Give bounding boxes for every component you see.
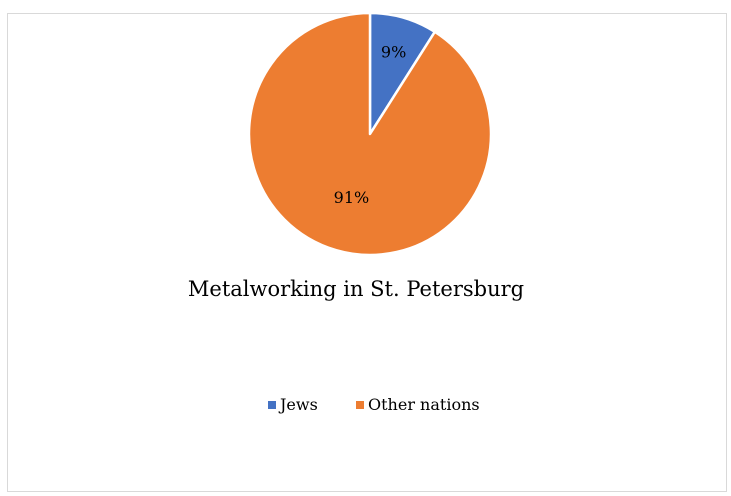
pie-slices: [247, 11, 493, 257]
pie-data-labels: 9% 91%: [334, 43, 407, 207]
legend-item-jews: Jews: [268, 395, 318, 414]
legend-swatch-other-nations: [356, 401, 364, 409]
legend-item-other-nations: Other nations: [356, 395, 480, 414]
data-label-other-nations: 91%: [334, 188, 370, 207]
chart-title: Metalworking in St. Petersburg: [188, 277, 524, 301]
chart-legend: Jews Other nations: [268, 395, 480, 414]
legend-label-other-nations: Other nations: [368, 395, 480, 414]
legend-label-jews: Jews: [278, 395, 318, 414]
legend-swatch-jews: [268, 401, 276, 409]
data-label-jews: 9%: [381, 43, 406, 62]
pie-slice-other-nations: [247, 11, 493, 257]
